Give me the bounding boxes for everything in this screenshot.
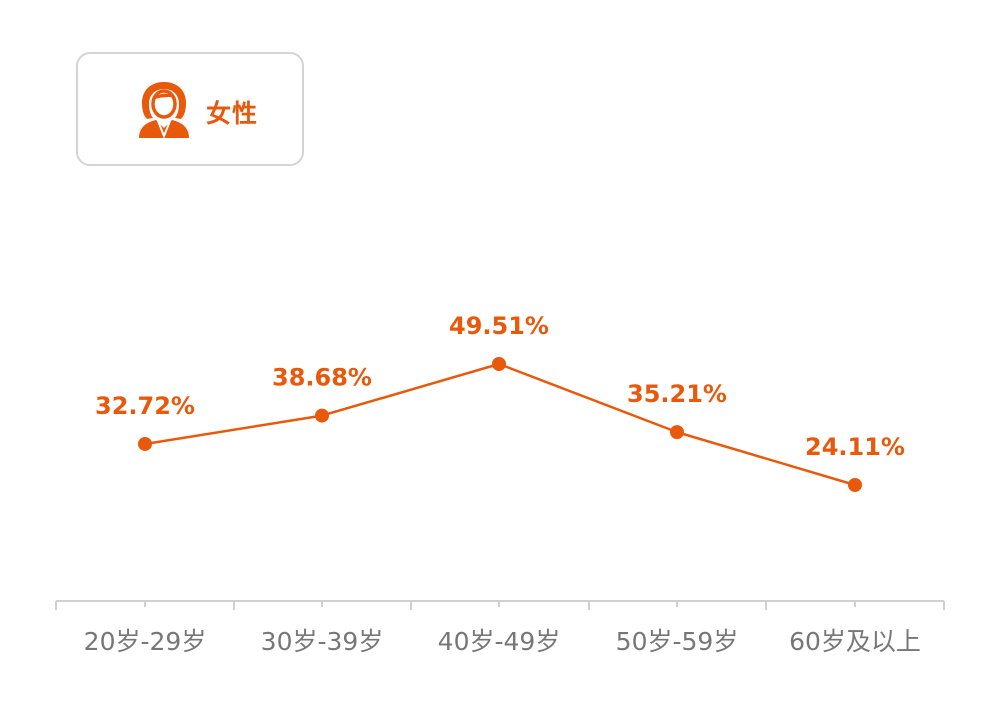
x-tick-label: 30岁-39岁	[261, 627, 384, 656]
data-point	[670, 425, 684, 440]
data-label: 24.11%	[805, 433, 905, 461]
x-tick-label: 60岁及以上	[789, 627, 921, 656]
data-point	[848, 478, 862, 492]
data-points-layer	[138, 357, 862, 492]
x-tick-label: 50岁-59岁	[616, 627, 739, 656]
data-label: 49.51%	[449, 312, 549, 340]
x-axis	[55, 600, 945, 610]
data-label: 38.68%	[272, 364, 372, 392]
data-labels-layer: 32.72% 38.68% 49.51% 35.21% 24.11%	[95, 312, 905, 461]
x-tick-labels-layer: 20岁-29岁 30岁-39岁 40岁-49岁 50岁-59岁 60岁及以上	[84, 627, 921, 656]
x-tick-label: 20岁-29岁	[84, 627, 207, 656]
gender-badge: 女性	[76, 52, 304, 166]
gender-label: 女性	[206, 99, 259, 128]
data-label: 35.21%	[627, 380, 727, 408]
data-point	[138, 436, 152, 451]
data-point	[492, 357, 506, 371]
x-tick-label: 40岁-49岁	[438, 627, 561, 656]
data-point	[315, 408, 329, 423]
series-line-layer	[144, 362, 856, 487]
data-label: 32.72%	[95, 392, 195, 420]
series-line	[144, 362, 856, 487]
female-user-icon	[139, 82, 189, 139]
